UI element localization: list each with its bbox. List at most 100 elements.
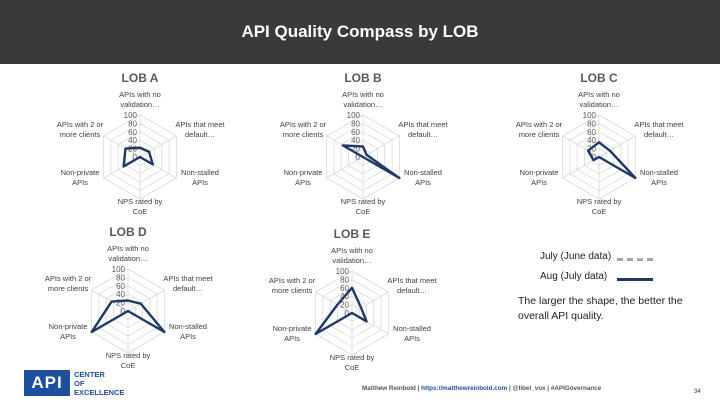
header-bar	[0, 0, 720, 64]
grid-spoke	[562, 135, 600, 158]
tick-label: 60	[128, 128, 137, 137]
grid-spoke	[103, 135, 141, 158]
legend-label-july: July (June data)	[540, 251, 612, 262]
tick-label: 100	[336, 267, 350, 276]
legend-swatch-july	[617, 258, 653, 261]
tick-label: 0	[133, 153, 138, 162]
api-coe-logo: API CENTER OF EXCELLENCE	[24, 370, 144, 398]
logo-text: CENTER OF EXCELLENCE	[74, 370, 144, 397]
grid-spoke	[91, 289, 129, 312]
grid-spoke	[139, 135, 177, 158]
tick-label: 60	[340, 284, 349, 293]
grid-spoke	[351, 291, 389, 314]
axis-label: NPS rated by CoE	[106, 351, 151, 370]
radar-chart-lob-a: LOB A 100 80 60 40 20 0 APIs with no validation……	[20, 70, 260, 235]
radar-chart-lob-b: LOB B 100 80 60 40 20 0 APIs with no validation……	[243, 70, 483, 235]
series-line-aug	[314, 286, 368, 336]
chart-title: LOB C	[580, 71, 618, 85]
axis-label: Non-stalled APIs	[181, 168, 219, 187]
axis-label: APIs with no validation…	[578, 90, 620, 109]
axis-label: NPS rated by CoE	[341, 197, 386, 216]
radar-chart-lob-c: LOB C 100 80 60 40 20 0 APIs with no validation……	[479, 70, 719, 235]
axis-label: APIs with no validation…	[342, 90, 384, 109]
axis-label: APIs with 2 or more clients	[516, 120, 563, 139]
tick-label: 0	[356, 153, 361, 162]
axis-label: APIs that meet default…	[634, 120, 684, 139]
axis-label: Non-stalled APIs	[393, 324, 431, 343]
tick-label: 40	[351, 136, 360, 145]
tick-label: 80	[351, 119, 360, 128]
series-line-aug	[90, 299, 166, 334]
axis-label: APIs with 2 or more clients	[45, 274, 92, 293]
legend-swatch-aug	[617, 278, 653, 281]
axis-label: APIs that meet default…	[387, 276, 437, 295]
legend-item-aug: Aug (July data)	[515, 268, 715, 288]
chart-note: The larger the shape, the better the ove…	[518, 295, 683, 322]
axis-label: Non-stalled APIs	[640, 168, 678, 187]
axis-label: Non-private APIs	[49, 322, 88, 341]
tick-label: 80	[587, 119, 596, 128]
axis-label: APIs with no validation…	[107, 244, 149, 263]
logo-mark: API	[24, 370, 70, 396]
tick-label: 20	[116, 299, 125, 308]
footer-author: Matthew Reinbold |	[362, 385, 422, 392]
logo-line-3: EXCELLENCE	[74, 388, 125, 397]
tick-label: 100	[112, 265, 126, 274]
axis-label: APIs that meet default…	[398, 120, 448, 139]
series-line-aug	[586, 141, 637, 180]
tick-label: 60	[116, 282, 125, 291]
chart-title: LOB E	[334, 227, 371, 241]
grid-spoke	[326, 156, 364, 179]
grid-spoke	[362, 135, 400, 158]
chart-title: LOB D	[109, 225, 147, 239]
footer-rest: | @libel_vox | #APIGovernance	[507, 385, 602, 392]
tick-label: 40	[128, 136, 137, 145]
tick-label: 20	[351, 145, 360, 154]
axis-label: Non-stalled APIs	[169, 322, 207, 341]
tick-label: 80	[340, 275, 349, 284]
axis-label: Non-stalled APIs	[404, 168, 442, 187]
tick-label: 100	[583, 111, 597, 120]
chart-title: LOB B	[344, 71, 382, 85]
tick-label: 20	[340, 301, 349, 310]
series-line-aug	[122, 146, 154, 168]
page-number: 34	[694, 389, 701, 395]
axis-label: APIs with 2 or more clients	[57, 120, 104, 139]
axis-label: Non-private APIs	[520, 168, 559, 187]
axis-label: NPS rated by CoE	[330, 353, 375, 372]
footer-link[interactable]: https://matthewreinbold.com	[421, 385, 508, 392]
axis-label: APIs that meet default…	[175, 120, 225, 139]
axis-label: APIs with 2 or more clients	[280, 120, 327, 139]
page-title: API Quality Compass by LOB	[241, 22, 479, 41]
grid-spoke	[315, 291, 353, 314]
chart-legend: July (June data) Aug (July data)	[515, 248, 715, 288]
grid-spoke	[598, 135, 636, 158]
chart-title: LOB A	[122, 71, 159, 85]
logo-line-1: CENTER	[74, 370, 105, 379]
tick-label: 40	[587, 136, 596, 145]
tick-label: 0	[592, 153, 597, 162]
tick-label: 80	[116, 273, 125, 282]
axis-label: NPS rated by CoE	[118, 197, 163, 216]
tick-label: 80	[128, 119, 137, 128]
tick-label: 60	[351, 128, 360, 137]
axis-label: Non-private APIs	[284, 168, 323, 187]
radar-chart-lob-e: LOB E 100 80 60 40 20 0 APIs with no validation……	[232, 226, 472, 391]
axis-label: APIs with 2 or more clients	[269, 276, 316, 295]
axis-label: APIs that meet default…	[163, 274, 213, 293]
tick-label: 0	[121, 307, 126, 316]
tick-label: 40	[116, 290, 125, 299]
tick-label: 60	[587, 128, 596, 137]
grid-spoke	[127, 289, 165, 312]
legend-item-july: July (June data)	[515, 248, 715, 268]
tick-label: 0	[345, 309, 350, 318]
axis-label: Non-private APIs	[61, 168, 100, 187]
axis-label: APIs with no validation…	[331, 246, 373, 265]
tick-label: 100	[124, 111, 138, 120]
tick-label: 100	[347, 111, 361, 120]
legend-label-aug: Aug (July data)	[540, 271, 608, 282]
axis-label: APIs with no validation…	[119, 90, 161, 109]
logo-line-2: OF	[74, 379, 85, 388]
footer-credit: Matthew Reinbold | https://matthewreinbo…	[362, 385, 692, 392]
axis-label: Non-private APIs	[273, 324, 312, 343]
